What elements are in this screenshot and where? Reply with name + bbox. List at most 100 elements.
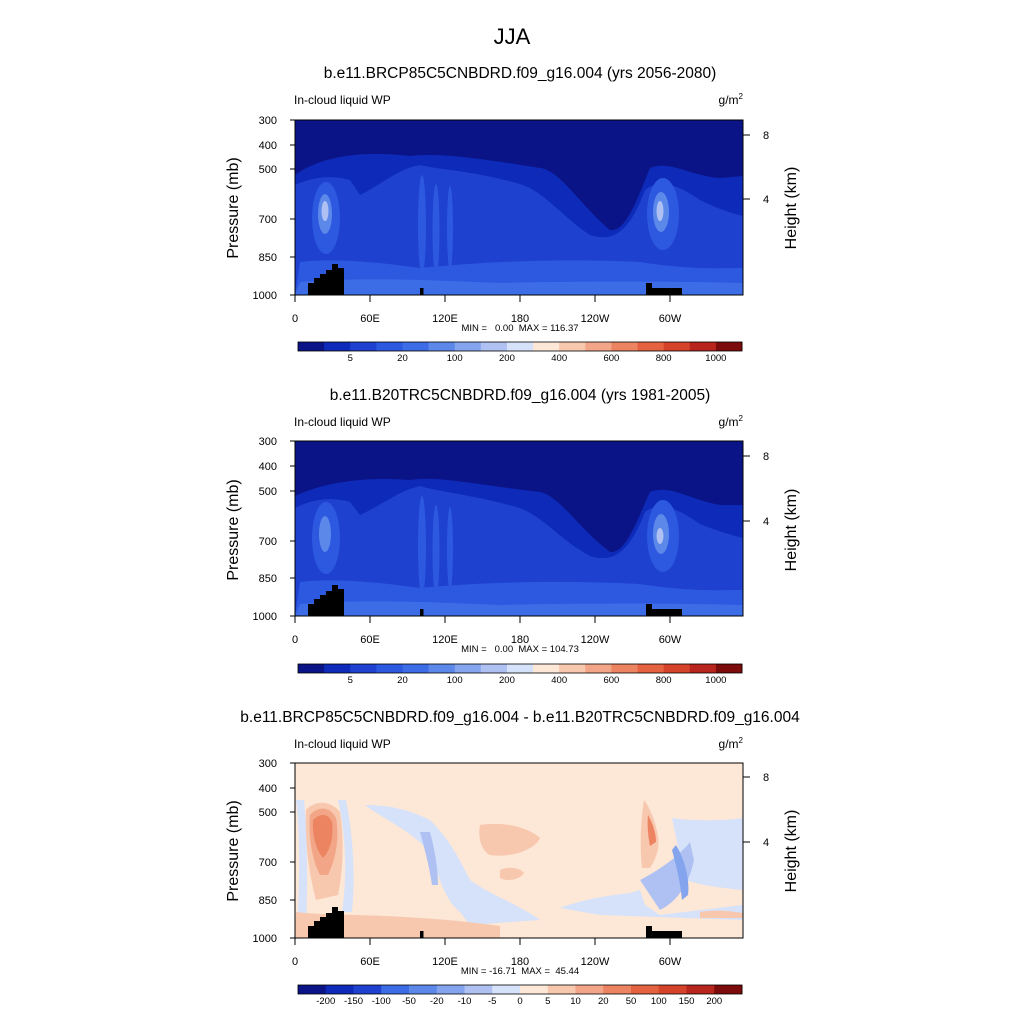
colorbar-swatch bbox=[506, 342, 534, 351]
right-tick-label: 8 bbox=[763, 130, 769, 142]
colorbar-swatch bbox=[520, 985, 549, 994]
colorbar-swatch bbox=[298, 985, 327, 994]
colorbar-label: 50 bbox=[626, 996, 637, 1007]
colorbar-swatch bbox=[559, 664, 586, 673]
units-label: g/m2 bbox=[719, 736, 744, 751]
x-tick-label: 120W bbox=[581, 956, 610, 968]
colorbar-swatch bbox=[658, 985, 687, 994]
colorbar-swatch bbox=[533, 664, 560, 673]
colorbar-swatch bbox=[454, 342, 482, 351]
colorbar-swatch bbox=[575, 985, 604, 994]
x-tick-label: 120E bbox=[432, 956, 458, 968]
colorbar-label: 20 bbox=[397, 675, 408, 686]
colorbar-swatch bbox=[350, 664, 377, 673]
colorbar-swatch bbox=[454, 664, 482, 673]
colorbar-frame bbox=[297, 984, 743, 995]
colorbar-label: 150 bbox=[679, 996, 695, 1007]
colorbar-swatch bbox=[324, 342, 351, 351]
colorbar-swatch bbox=[585, 342, 612, 351]
colorbar-label: 200 bbox=[499, 675, 515, 686]
colorbar-swatch bbox=[637, 664, 665, 673]
min-max-stats: MIN = 0.00 MAX = 104.73 bbox=[461, 644, 579, 655]
colorbar-swatch bbox=[353, 985, 382, 994]
x-tick-label: 0 bbox=[292, 634, 298, 646]
field-label: In-cloud liquid WP bbox=[294, 415, 391, 429]
colorbar-label: 100 bbox=[447, 353, 463, 364]
colorbar-swatch bbox=[376, 342, 403, 351]
y-tick-label: 400 bbox=[259, 783, 277, 795]
colorbar-label: 5 bbox=[348, 675, 353, 686]
x-tick-label: 120E bbox=[432, 634, 458, 646]
colorbar-label: -150 bbox=[344, 996, 363, 1007]
y-axis-right bbox=[743, 134, 750, 200]
plot-frame bbox=[294, 119, 744, 296]
panel-future: b.e11.BRCP85C5CNBDRD.f09_g16.004 (yrs 20… bbox=[225, 65, 800, 364]
colorbar-swatch bbox=[533, 342, 560, 351]
colorbar-swatch bbox=[611, 664, 638, 673]
x-tick-label: 60W bbox=[659, 313, 682, 325]
colorbar-label: 1000 bbox=[705, 675, 726, 686]
x-axis bbox=[294, 295, 671, 302]
colorbar-swatch bbox=[402, 342, 429, 351]
colorbar-label: 5 bbox=[348, 353, 353, 364]
colorbar-label: 400 bbox=[551, 675, 567, 686]
y-tick-label: 300 bbox=[259, 758, 277, 770]
x-tick-label: 0 bbox=[292, 956, 298, 968]
colorbar-swatch bbox=[547, 985, 576, 994]
y-tick-label: 700 bbox=[259, 857, 277, 869]
colorbar-swatch bbox=[324, 664, 351, 673]
colorbar-swatch bbox=[492, 985, 521, 994]
y-axis-right bbox=[743, 455, 750, 522]
colorbar-label: 10 bbox=[570, 996, 581, 1007]
colorbar: 5 20 100 200 400 600 800 1000 bbox=[297, 341, 743, 364]
field-label: In-cloud liquid WP bbox=[294, 737, 391, 751]
y-tick-label: 400 bbox=[259, 140, 277, 152]
colorbar-label: 800 bbox=[656, 353, 672, 364]
colorbar-swatch bbox=[381, 985, 410, 994]
colorbar-label: 600 bbox=[603, 353, 619, 364]
panel-historical: b.e11.B20TRC5CNBDRD.f09_g16.004 (yrs 198… bbox=[225, 387, 800, 686]
right-tick-label: 4 bbox=[763, 194, 769, 206]
right-axis-title: Height (km) bbox=[783, 167, 800, 250]
colorbar-swatch bbox=[480, 664, 508, 673]
colorbar-swatch bbox=[689, 664, 717, 673]
colorbar-label: -200 bbox=[316, 996, 335, 1007]
field-label: In-cloud liquid WP bbox=[294, 93, 391, 107]
colorbar-label: 1000 bbox=[705, 353, 726, 364]
colorbar-swatch bbox=[464, 985, 493, 994]
x-tick-label: 180 bbox=[511, 956, 529, 968]
colorbar-swatch bbox=[480, 342, 508, 351]
colorbar-label: 100 bbox=[447, 675, 463, 686]
colorbar-label: 20 bbox=[598, 996, 609, 1007]
colorbar: 5 20 100 200 400 600 800 1000 bbox=[297, 663, 743, 686]
x-tick-label: 60W bbox=[659, 634, 682, 646]
units-label: g/m2 bbox=[719, 92, 744, 107]
colorbar-swatch bbox=[603, 985, 632, 994]
x-tick-label: 60E bbox=[360, 956, 380, 968]
panel-difference: b.e11.BRCP85C5CNBDRD.f09_g16.004 - b.e11… bbox=[225, 709, 800, 1007]
colorbar-swatch bbox=[559, 342, 586, 351]
colorbar-swatch bbox=[350, 342, 377, 351]
colorbar-swatch bbox=[689, 342, 717, 351]
y-tick-label: 500 bbox=[259, 807, 277, 819]
x-axis bbox=[294, 616, 671, 623]
y-tick-label: 500 bbox=[259, 486, 277, 498]
y-tick-label: 850 bbox=[259, 895, 277, 907]
colorbar-swatch bbox=[663, 342, 691, 351]
plot-frame bbox=[294, 440, 744, 617]
colorbar-swatch bbox=[506, 664, 534, 673]
right-tick-label: 8 bbox=[763, 451, 769, 463]
panel-title: b.e11.B20TRC5CNBDRD.f09_g16.004 (yrs 198… bbox=[330, 387, 711, 404]
contour-field bbox=[295, 120, 743, 295]
colorbar-frame bbox=[297, 663, 743, 674]
y-tick-label: 1000 bbox=[253, 933, 277, 945]
colorbar-swatch bbox=[631, 985, 660, 994]
colorbar-swatch bbox=[637, 342, 665, 351]
colorbar-swatch bbox=[715, 342, 743, 351]
colorbar-swatch bbox=[298, 342, 325, 351]
y-tick-label: 300 bbox=[259, 115, 277, 127]
panel-title: b.e11.BRCP85C5CNBDRD.f09_g16.004 - b.e11… bbox=[240, 709, 800, 726]
y-axis-left bbox=[290, 440, 295, 617]
colorbar-swatch bbox=[409, 985, 438, 994]
